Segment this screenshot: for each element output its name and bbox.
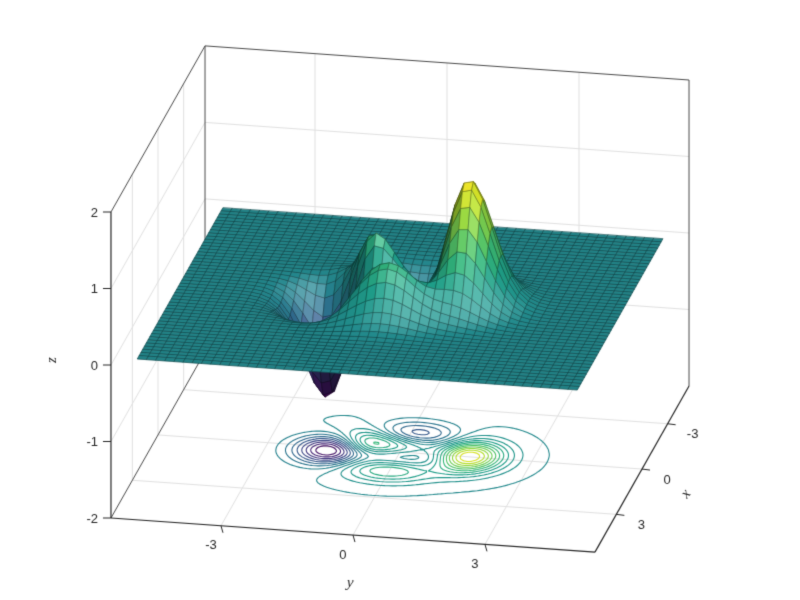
figure	[0, 0, 800, 600]
surface-contour-plot-canvas	[0, 0, 800, 600]
